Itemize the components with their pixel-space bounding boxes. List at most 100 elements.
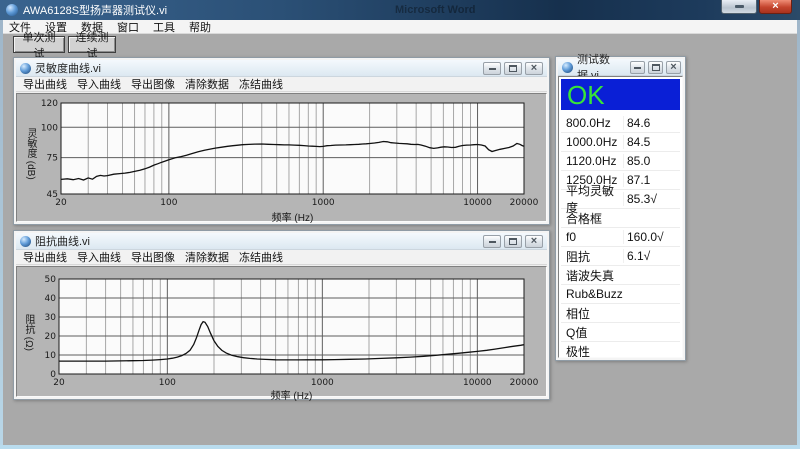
table-row: f0 160.0√: [561, 228, 680, 247]
row-value: 85.0: [623, 154, 680, 168]
menu-item[interactable]: 导入曲线: [77, 79, 121, 91]
row-value: 85.3√: [623, 192, 680, 206]
x-axis-label: 频率 (Hz): [270, 391, 313, 402]
test-data-panel: OK 800.0Hz 84.6 1000.0Hz 84.5 1120.0Hz 8…: [558, 76, 683, 358]
svg-text:20: 20: [45, 332, 57, 342]
impedance-menu-bar: 导出曲线 导入曲线 导出图像 清除数据 冻结曲线: [16, 250, 547, 265]
menu-item[interactable]: 数据: [81, 21, 103, 34]
menu-item[interactable]: 工具: [153, 21, 175, 34]
svg-text:100: 100: [41, 123, 58, 133]
table-row: Rub&Buzz: [561, 285, 680, 304]
single-test-button[interactable]: 单次测试: [13, 32, 65, 60]
row-label: Q值: [566, 325, 588, 340]
continuous-test-button[interactable]: 连续测试: [68, 32, 116, 60]
window-title: AWA6128S型扬声器测试仪.vi: [23, 5, 168, 17]
y-axis-label: 阻抗 (Ω): [23, 313, 34, 351]
maximize-button[interactable]: [504, 234, 522, 248]
row-label: 1250.0Hz: [566, 173, 618, 187]
minimize-button[interactable]: [630, 60, 645, 74]
menu-item[interactable]: 冻结曲线: [239, 79, 283, 91]
y-axis-label: 灵敏度 (dB): [25, 128, 36, 180]
sensitivity-window-titlebar[interactable]: 灵敏度曲线.vi: [16, 60, 547, 77]
table-row: 阻抗 6.1√: [561, 247, 680, 266]
svg-text:1000: 1000: [311, 378, 334, 388]
row-label: 阻抗: [566, 249, 591, 264]
row-label: 1000.0Hz: [566, 135, 618, 149]
app-icon: [6, 4, 18, 16]
close-button[interactable]: [759, 0, 792, 14]
menu-item[interactable]: 导出曲线: [23, 252, 67, 264]
svg-text:20: 20: [53, 378, 65, 388]
menu-item[interactable]: 导出图像: [131, 252, 175, 264]
menu-item[interactable]: 清除数据: [185, 79, 229, 91]
table-row: 1250.0Hz 87.1: [561, 171, 680, 190]
menu-item[interactable]: 设置: [45, 21, 67, 34]
window-buttons: [483, 61, 547, 75]
menu-item[interactable]: 导入曲线: [77, 252, 121, 264]
table-row: 800.0Hz 84.6: [561, 114, 680, 133]
close-button[interactable]: [666, 60, 681, 74]
row-label: 800.0Hz: [566, 116, 611, 130]
table-row: 1000.0Hz 84.5: [561, 133, 680, 152]
svg-text:100: 100: [160, 198, 177, 208]
maximize-button[interactable]: [504, 61, 522, 75]
row-label: f0: [566, 230, 577, 244]
impedance-window-titlebar[interactable]: 阻抗曲线.vi: [16, 233, 547, 250]
row-value: 160.0√: [623, 230, 680, 244]
svg-text:20000: 20000: [510, 378, 539, 388]
window-edge-right: [797, 20, 800, 449]
row-label: 1120.0Hz: [566, 154, 617, 168]
svg-text:10: 10: [45, 351, 57, 361]
close-button[interactable]: [525, 234, 543, 248]
maximize-icon: [509, 64, 517, 72]
menu-item[interactable]: 文件: [9, 21, 31, 34]
menu-item[interactable]: 导出图像: [131, 79, 175, 91]
svg-text:50: 50: [45, 275, 57, 285]
maximize-icon: [509, 237, 517, 245]
svg-text:100: 100: [159, 378, 176, 388]
window-buttons: [630, 60, 683, 74]
test-data-window-titlebar[interactable]: 测试数据.vi: [558, 54, 683, 82]
svg-text:20: 20: [55, 198, 67, 208]
svg-text:10000: 10000: [463, 198, 492, 208]
main-title-bar[interactable]: AWA6128S型扬声器测试仪.vi Microsoft Word: [0, 0, 800, 20]
window-edge-left: [0, 20, 3, 449]
svg-text:75: 75: [47, 154, 58, 164]
svg-text:10000: 10000: [463, 378, 492, 388]
row-label: 合格框: [566, 211, 603, 226]
svg-text:0: 0: [50, 370, 56, 380]
svg-text:45: 45: [47, 190, 58, 200]
svg-text:120: 120: [41, 99, 58, 109]
row-value: 84.6: [623, 116, 680, 130]
background-window-title: Microsoft Word: [395, 4, 476, 16]
impedance-panel: 50 40 30 20 10 0 20 100 1000 10000 20000 阻抗 (Ω) 频率…: [16, 266, 547, 402]
minimize-button[interactable]: [483, 234, 501, 248]
menu-item[interactable]: 导出曲线: [23, 79, 67, 91]
test-data-table: 800.0Hz 84.6 1000.0Hz 84.5 1120.0Hz 85.0…: [561, 114, 680, 357]
minimize-button[interactable]: [483, 61, 501, 75]
svg-text:40: 40: [45, 294, 57, 304]
maximize-button[interactable]: [648, 60, 663, 74]
vi-icon: [562, 61, 573, 73]
menu-item[interactable]: 窗口: [117, 21, 139, 34]
minimize-icon: [488, 66, 496, 70]
x-axis-label: 频率 (Hz): [271, 213, 314, 224]
close-button[interactable]: [525, 61, 543, 75]
minimize-button[interactable]: [721, 0, 757, 14]
main-menu-bar: 文件 设置 数据 窗口 工具 帮助: [0, 20, 800, 34]
table-row: 1120.0Hz 85.0: [561, 152, 680, 171]
svg-text:30: 30: [45, 313, 57, 323]
menu-item[interactable]: 冻结曲线: [239, 252, 283, 264]
row-value: 87.1: [623, 173, 680, 187]
window-buttons: [483, 234, 547, 248]
row-label: Rub&Buzz: [566, 287, 623, 301]
row-label: 谐波失真: [566, 268, 615, 283]
table-row: 相位: [561, 304, 680, 323]
menu-item[interactable]: 清除数据: [185, 252, 229, 264]
table-row: Q值: [561, 323, 680, 342]
menu-item[interactable]: 帮助: [189, 21, 211, 34]
row-label: 平均灵敏度: [566, 184, 615, 215]
